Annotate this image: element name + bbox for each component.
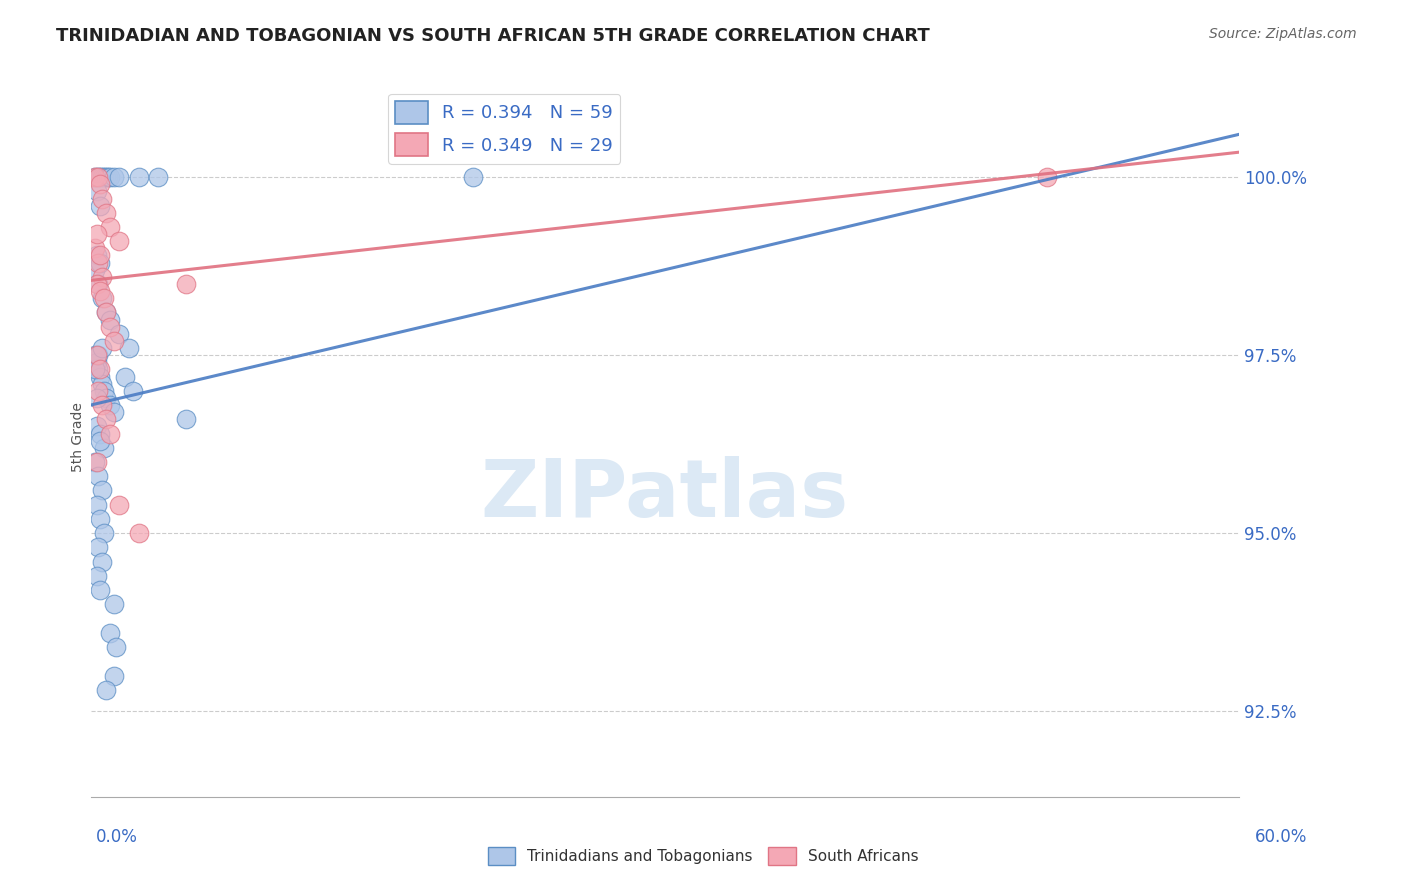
Point: [176, 412, 198, 426]
Point: [89, 362, 111, 376]
Point: [94, 412, 117, 426]
Point: [89, 369, 111, 384]
Point: [86, 227, 108, 241]
Point: [98, 319, 121, 334]
Point: [98, 170, 121, 185]
Point: [89, 583, 111, 598]
Point: [89, 426, 111, 441]
Point: [128, 170, 150, 185]
Point: [91, 483, 114, 498]
Text: 60.0%: 60.0%: [1256, 828, 1308, 846]
Point: [89, 199, 111, 213]
Point: [83, 170, 105, 185]
Point: [91, 269, 114, 284]
Point: [83, 362, 105, 376]
Point: [97, 170, 120, 185]
Point: [86, 277, 108, 291]
Point: [91, 555, 114, 569]
Y-axis label: 5th Grade: 5th Grade: [72, 402, 86, 472]
Point: [94, 305, 117, 319]
Point: [108, 234, 131, 248]
Point: [86, 419, 108, 434]
Text: 0.0%: 0.0%: [96, 828, 138, 846]
Point: [89, 284, 111, 298]
Point: [91, 341, 114, 355]
Point: [87, 541, 110, 555]
Point: [87, 384, 110, 398]
Point: [176, 277, 198, 291]
Point: [86, 185, 108, 199]
Point: [108, 326, 131, 341]
Point: [94, 682, 117, 697]
Point: [94, 170, 117, 185]
Point: [83, 455, 105, 469]
Point: [93, 441, 115, 455]
Point: [83, 262, 105, 277]
Point: [98, 426, 121, 441]
Point: [103, 668, 125, 682]
Point: [1036, 170, 1059, 185]
Point: [89, 512, 111, 526]
Point: [86, 391, 108, 405]
Point: [104, 640, 127, 655]
Point: [91, 192, 114, 206]
Legend: Trinidadians and Tobagonians, South Africans: Trinidadians and Tobagonians, South Afri…: [481, 841, 925, 871]
Point: [103, 170, 125, 185]
Point: [94, 206, 117, 220]
Point: [93, 384, 115, 398]
Point: [87, 469, 110, 483]
Text: ZIPatlas: ZIPatlas: [481, 456, 849, 533]
Point: [89, 255, 111, 269]
Point: [87, 348, 110, 362]
Text: Source: ZipAtlas.com: Source: ZipAtlas.com: [1209, 27, 1357, 41]
Point: [89, 178, 111, 192]
Point: [83, 241, 105, 255]
Point: [87, 277, 110, 291]
Point: [128, 526, 150, 541]
Point: [103, 598, 125, 612]
Point: [108, 498, 131, 512]
Point: [83, 348, 105, 362]
Point: [87, 362, 110, 376]
Legend: R = 0.394   N = 59, R = 0.349   N = 29: R = 0.394 N = 59, R = 0.349 N = 29: [388, 94, 620, 163]
Point: [103, 405, 125, 419]
Point: [98, 219, 121, 234]
Point: [118, 341, 141, 355]
Point: [87, 170, 110, 185]
Text: TRINIDADIAN AND TOBAGONIAN VS SOUTH AFRICAN 5TH GRADE CORRELATION CHART: TRINIDADIAN AND TOBAGONIAN VS SOUTH AFRI…: [56, 27, 929, 45]
Point: [91, 398, 114, 412]
Point: [86, 248, 108, 262]
Point: [93, 291, 115, 305]
Point: [91, 376, 114, 391]
Point: [83, 170, 105, 185]
Point: [98, 398, 121, 412]
Point: [98, 626, 121, 640]
Point: [122, 384, 145, 398]
Point: [89, 248, 111, 262]
Point: [103, 334, 125, 348]
Point: [86, 355, 108, 369]
Point: [86, 569, 108, 583]
Point: [93, 526, 115, 541]
Point: [89, 170, 111, 185]
Point: [94, 305, 117, 319]
Point: [94, 391, 117, 405]
Point: [86, 498, 108, 512]
Point: [86, 348, 108, 362]
Point: [93, 170, 115, 185]
Point: [108, 170, 131, 185]
Point: [91, 291, 114, 305]
Point: [91, 170, 114, 185]
Point: [87, 170, 110, 185]
Point: [114, 369, 136, 384]
Point: [463, 170, 485, 185]
Point: [146, 170, 169, 185]
Point: [86, 455, 108, 469]
Point: [89, 434, 111, 448]
Point: [98, 312, 121, 326]
Point: [87, 255, 110, 269]
